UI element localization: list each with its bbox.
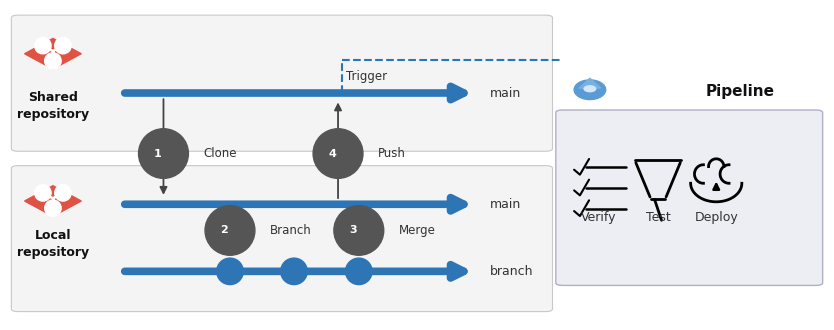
Text: Shared
repository: Shared repository <box>17 91 89 121</box>
Text: Verify: Verify <box>580 211 616 224</box>
FancyBboxPatch shape <box>12 15 552 151</box>
Ellipse shape <box>35 185 51 201</box>
FancyBboxPatch shape <box>12 166 552 312</box>
Text: Local
repository: Local repository <box>17 229 89 258</box>
Ellipse shape <box>345 258 372 284</box>
Ellipse shape <box>584 86 595 92</box>
Text: Test: Test <box>646 211 671 224</box>
Text: main: main <box>490 86 521 100</box>
Ellipse shape <box>281 258 307 284</box>
FancyBboxPatch shape <box>555 110 822 285</box>
Ellipse shape <box>45 200 61 216</box>
Ellipse shape <box>313 129 363 178</box>
Ellipse shape <box>334 206 384 255</box>
Ellipse shape <box>217 258 244 284</box>
Text: Merge: Merge <box>399 224 435 237</box>
Ellipse shape <box>55 185 71 201</box>
Polygon shape <box>24 186 81 216</box>
Text: 4: 4 <box>329 148 336 158</box>
Ellipse shape <box>55 38 71 54</box>
Text: 2: 2 <box>220 225 228 235</box>
Text: Branch: Branch <box>270 224 312 237</box>
Text: main: main <box>490 198 521 211</box>
Text: Clone: Clone <box>203 147 237 160</box>
Ellipse shape <box>205 206 255 255</box>
Polygon shape <box>579 78 600 88</box>
Text: 3: 3 <box>349 225 357 235</box>
Ellipse shape <box>45 53 61 69</box>
Ellipse shape <box>35 38 51 54</box>
Ellipse shape <box>574 80 605 100</box>
Polygon shape <box>24 39 81 69</box>
Text: branch: branch <box>490 265 534 278</box>
Text: 1: 1 <box>153 148 162 158</box>
Text: Trigger: Trigger <box>346 70 388 83</box>
Text: Pipeline: Pipeline <box>706 84 775 99</box>
Text: Push: Push <box>378 147 406 160</box>
Ellipse shape <box>138 129 188 178</box>
Text: Deploy: Deploy <box>695 211 738 224</box>
